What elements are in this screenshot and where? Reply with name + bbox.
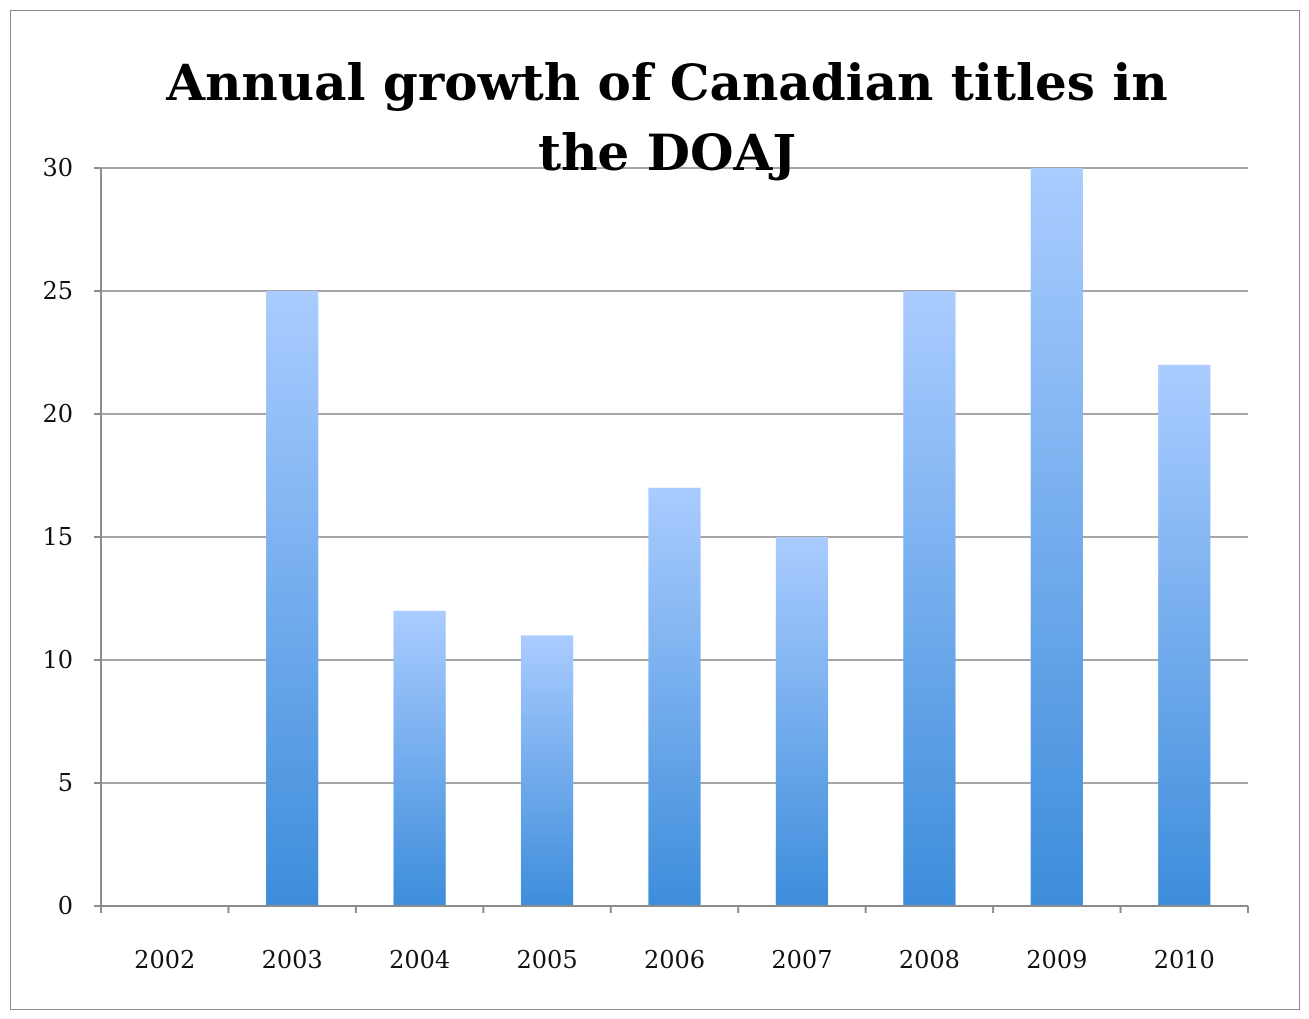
y-tick-label-5: 5: [58, 769, 73, 797]
bar-2008: [903, 291, 956, 906]
x-tick-label-2007: 2007: [771, 946, 832, 974]
x-tick-label-2009: 2009: [1026, 946, 1087, 974]
y-tick-label-10: 10: [42, 646, 73, 674]
bar-2009: [1030, 168, 1083, 906]
tick-labels: 0 5 10 15 20 25 30 2002 2003 2004 2005 2006 2007 2008…: [42, 154, 1214, 974]
bar-2005: [520, 635, 574, 906]
x-tick-label-2004: 2004: [389, 946, 450, 974]
y-tick-label-20: 20: [42, 400, 73, 428]
y-tick-label-30: 30: [42, 154, 73, 182]
bar-2010: [1158, 364, 1211, 906]
bar-2007: [775, 537, 829, 906]
bar-2004: [393, 610, 446, 906]
y-tick-label-0: 0: [58, 892, 73, 920]
chart-title-line-1: Annual growth of Canadian titles in: [166, 53, 1168, 112]
x-tick-label-2008: 2008: [899, 946, 960, 974]
x-tick-label-2003: 2003: [262, 946, 323, 974]
y-tick-label-15: 15: [42, 523, 73, 551]
bars: [266, 168, 1211, 906]
y-tick-label-25: 25: [42, 277, 73, 305]
x-tick-label-2010: 2010: [1154, 946, 1215, 974]
axes: [94, 167, 1249, 913]
x-tick-label-2005: 2005: [517, 946, 578, 974]
chart-title: Annual growth of Canadian titles in the …: [0, 48, 1309, 188]
x-tick-label-2006: 2006: [644, 946, 705, 974]
chart-title-line-2: the DOAJ: [537, 123, 797, 182]
bar-2006: [648, 487, 701, 906]
bar-2003: [266, 291, 319, 906]
x-tick-label-2002: 2002: [134, 946, 195, 974]
